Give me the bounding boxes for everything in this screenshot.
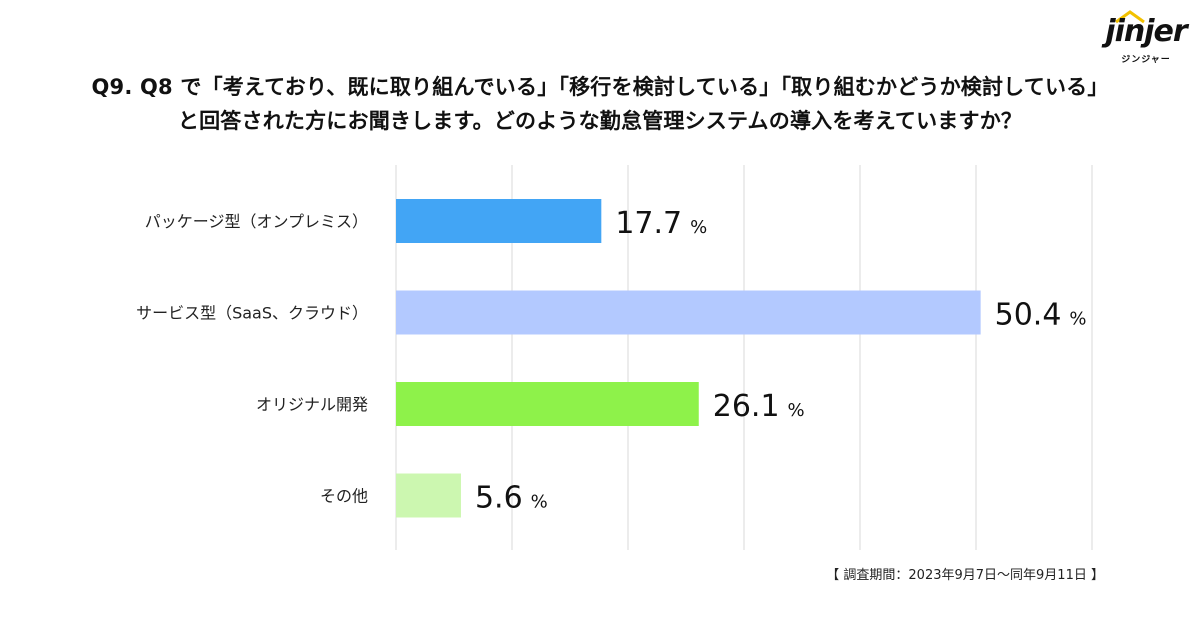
category-label: サービス型（SaaS、クラウド）: [136, 304, 368, 323]
value-unit: %: [690, 217, 707, 238]
category-label: オリジナル開発: [256, 395, 368, 414]
value-unit: %: [531, 492, 548, 513]
survey-period-note: 【 調査期間：2023年9月7日〜同年9月11日 】: [826, 568, 1104, 583]
logo-roof-icon: [1115, 10, 1145, 24]
jinjer-logo: jinjer ジンジャー: [1098, 6, 1194, 68]
bar: [396, 473, 461, 518]
logo-subtitle: ジンジャー: [1121, 55, 1171, 65]
value-label: 17.7%: [615, 206, 707, 241]
title-line-2: と回答された方にお聞きします。どのような勤怠管理システムの導入を考えていますか？: [177, 109, 1023, 133]
bar: [396, 199, 602, 243]
category-label: パッケージ型（オンプレミス）: [145, 212, 368, 231]
category-label: その他: [320, 487, 368, 506]
chart-title: Q9. Q8 で「考えており、既に取り組んでいる」「移行を検討している」「取り組…: [0, 70, 1200, 138]
value-label: 26.1%: [713, 389, 805, 424]
logo-wordmark: jinjer: [1105, 14, 1187, 49]
title-line-1: Q9. Q8 で「考えており、既に取り組んでいる」「移行を検討している」「取り組…: [91, 75, 1109, 99]
bar: [396, 382, 699, 426]
value-label: 50.4%: [995, 298, 1087, 333]
value-label: 5.6%: [475, 481, 548, 516]
bar: [396, 290, 981, 335]
value-unit: %: [788, 400, 805, 421]
value-unit: %: [1069, 309, 1086, 330]
